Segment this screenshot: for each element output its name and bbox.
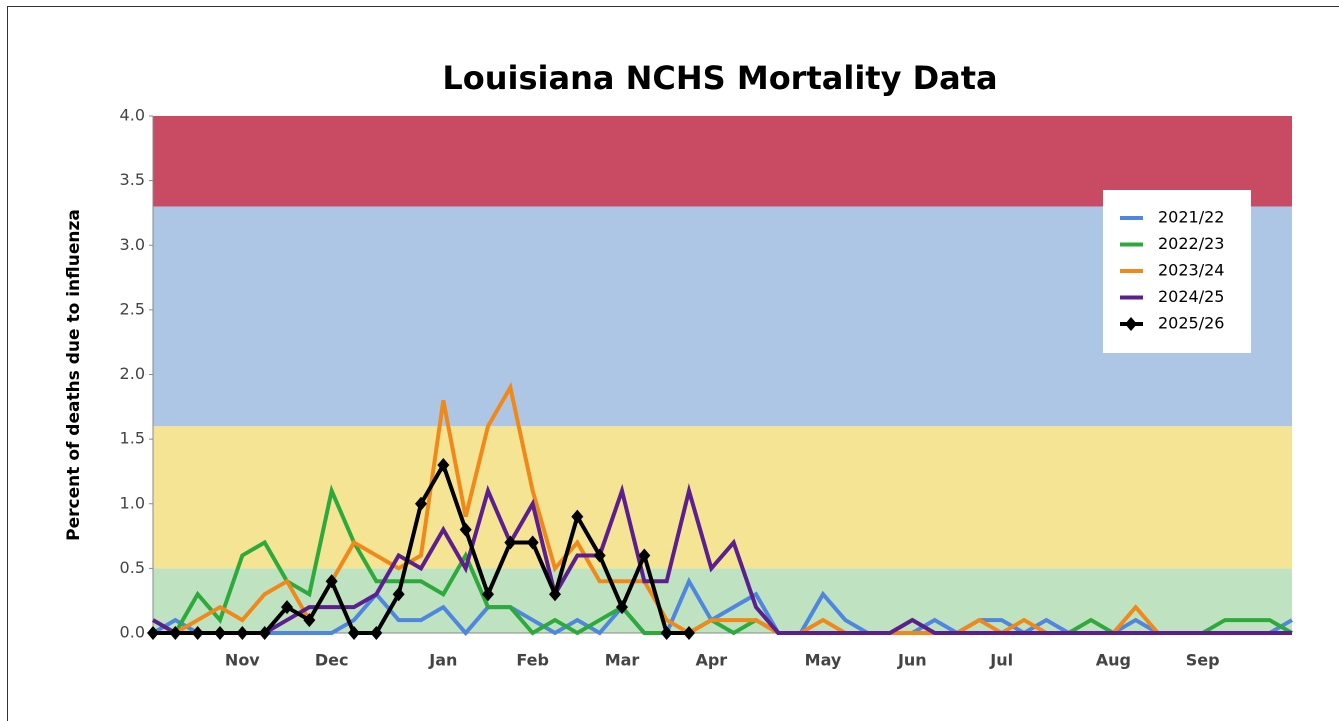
chart-title: Louisiana NCHS Mortality Data (442, 59, 997, 97)
y-tick-label: 3.5 (120, 170, 145, 189)
point-marker (593, 548, 606, 563)
point-marker (191, 626, 204, 640)
x-tick-label: Aug (1096, 651, 1131, 670)
x-tick-label: Dec (315, 651, 349, 670)
point-marker (482, 587, 494, 602)
x-tick-label: Feb (516, 651, 549, 670)
legend-marker (1125, 317, 1137, 331)
point-marker (236, 626, 249, 640)
point-marker (616, 600, 628, 615)
y-tick-label: 1.5 (120, 429, 145, 448)
x-tick-label: Jan (428, 651, 457, 670)
y-axis-label: Percent of deaths due to influenza (64, 209, 84, 541)
y-tick-label: 0.5 (120, 558, 145, 577)
y-tick-label: 2.5 (120, 299, 145, 318)
threshold-band (153, 568, 1292, 633)
y-tick-label: 1.0 (120, 493, 145, 512)
point-marker (459, 522, 472, 537)
x-tick-label: Jul (989, 651, 1013, 670)
x-tick-label: May (805, 651, 842, 670)
point-marker (638, 548, 651, 563)
y-tick-label: 3.0 (120, 235, 145, 254)
x-tick-label: Mar (605, 651, 640, 670)
point-marker (147, 626, 159, 640)
point-marker (325, 574, 338, 589)
legend-label: 2023/24 (1158, 261, 1224, 280)
legend-label: 2024/25 (1158, 287, 1224, 306)
threshold-band (153, 116, 1292, 207)
point-marker (504, 535, 517, 550)
point-marker (683, 626, 695, 640)
legend-label: 2025/26 (1158, 314, 1224, 333)
series-line (151, 484, 1294, 636)
point-marker (258, 626, 271, 640)
point-marker (571, 509, 584, 524)
point-marker (214, 626, 226, 640)
point-marker (660, 626, 673, 640)
legend-label: 2021/22 (1158, 208, 1224, 227)
legend-label: 2022/23 (1158, 234, 1224, 253)
x-tick-label: Sep (1186, 651, 1220, 670)
threshold-band (153, 206, 1292, 427)
point-marker (415, 496, 427, 511)
point-marker (437, 457, 450, 472)
point-marker (526, 535, 539, 550)
point-marker (370, 626, 383, 640)
x-tick-label: Nov (225, 651, 260, 670)
point-marker (169, 626, 182, 640)
point-marker (281, 600, 293, 615)
y-tick-label: 4.0 (120, 106, 145, 125)
x-tick-label: Apr (695, 651, 727, 670)
point-marker (549, 587, 561, 602)
y-tick-label: 2.0 (120, 364, 145, 383)
x-tick-label: Jun (897, 651, 927, 670)
y-tick-label: 0.0 (120, 623, 145, 642)
point-marker (303, 613, 316, 628)
point-marker (348, 626, 360, 640)
point-marker (392, 587, 405, 602)
threshold-band (153, 426, 1292, 569)
